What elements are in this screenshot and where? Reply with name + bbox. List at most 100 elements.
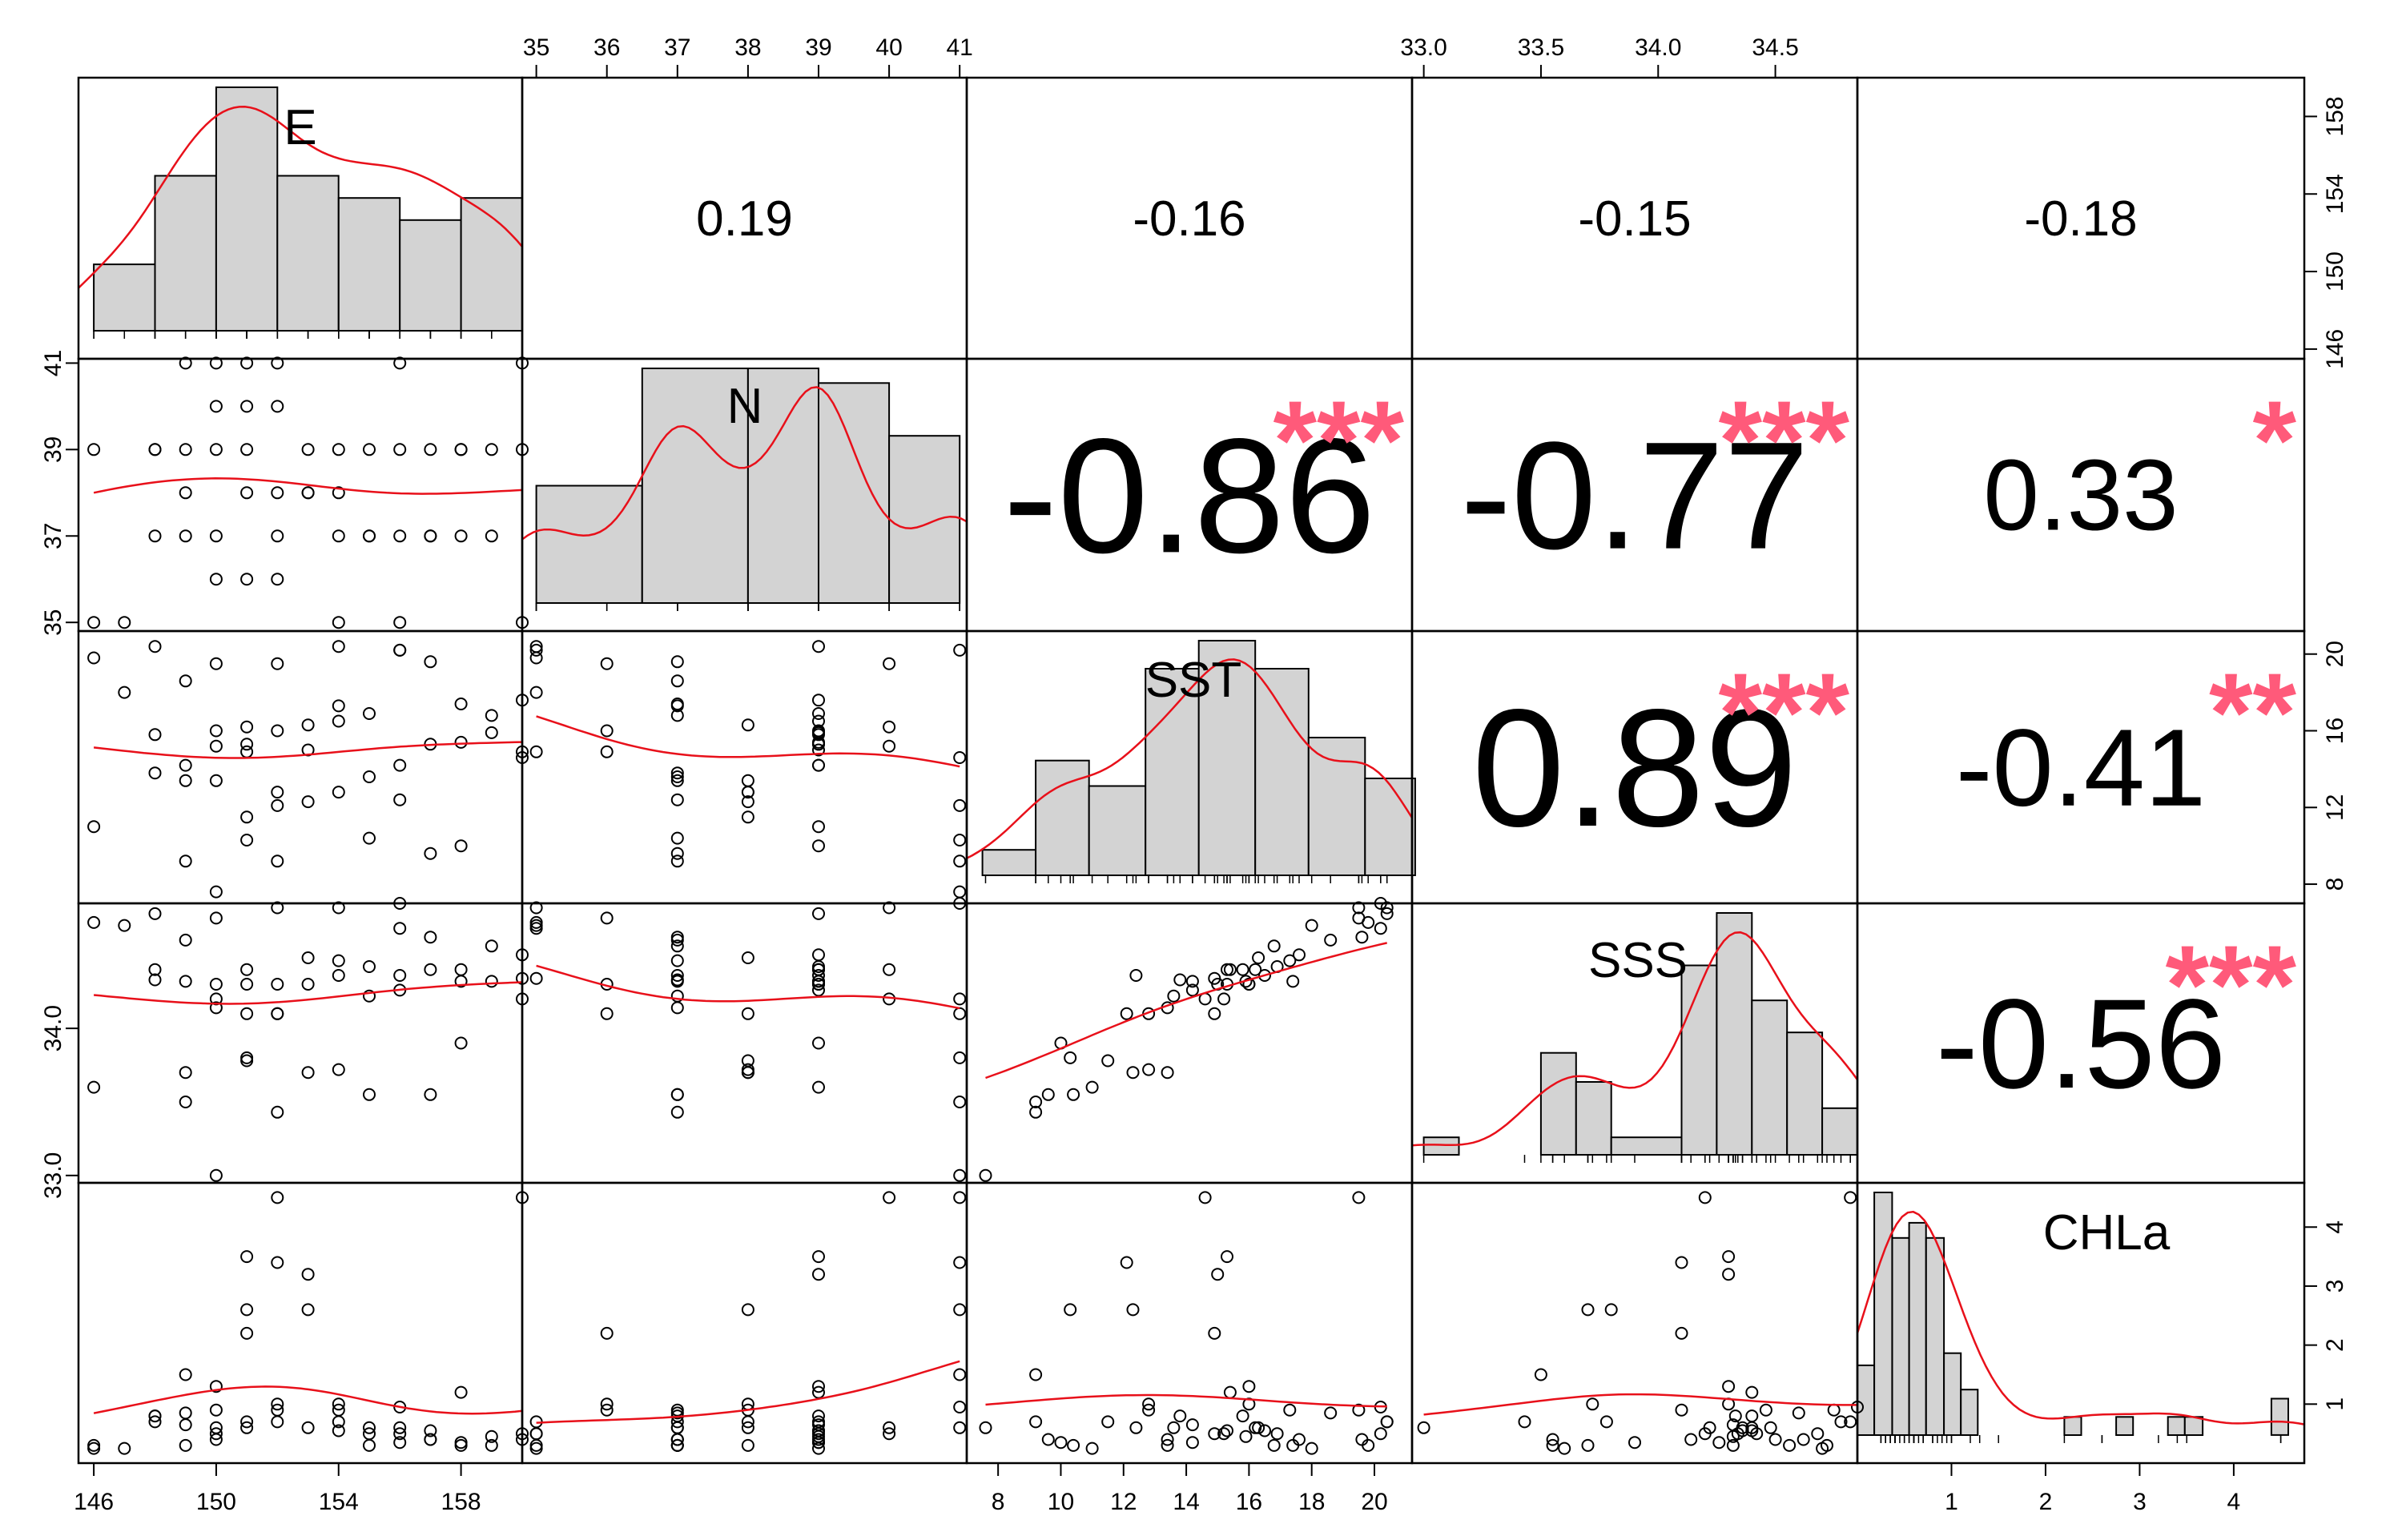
histogram-bar-CHLa bbox=[1960, 1389, 1979, 1436]
data-point-E-SST bbox=[393, 643, 407, 657]
correlation-value: 0.89 bbox=[1472, 675, 1798, 862]
data-point-E-SSS bbox=[240, 963, 254, 976]
data-point-N-SSS bbox=[670, 1001, 684, 1015]
data-point-SSS-CHLa bbox=[1745, 1409, 1759, 1423]
data-point-SST-CHLa bbox=[1208, 1326, 1221, 1340]
data-point-E-CHLa bbox=[332, 1397, 345, 1411]
data-point-SST-CHLa bbox=[1064, 1303, 1077, 1317]
data-point-N-SST bbox=[953, 854, 967, 868]
data-point-E-SST bbox=[87, 651, 101, 665]
data-point-E-SSS bbox=[271, 1105, 284, 1119]
data-point-SST-CHLa bbox=[1198, 1191, 1212, 1204]
panel-frame bbox=[77, 357, 524, 633]
tick-label: 34.0 bbox=[1635, 34, 1681, 61]
histogram-bar-N bbox=[888, 435, 961, 605]
data-point-SST-CHLa bbox=[1305, 1441, 1318, 1455]
data-point-E-SST bbox=[363, 707, 376, 720]
data-point-SSS-CHLa bbox=[1546, 1433, 1559, 1446]
tick-label: 4 bbox=[2227, 1489, 2241, 1515]
data-point-SSS-CHLa bbox=[1586, 1397, 1599, 1411]
density-line-SSS bbox=[1411, 931, 1859, 1147]
data-point-E-N bbox=[393, 529, 407, 543]
data-point-SSS-CHLa bbox=[1797, 1433, 1810, 1446]
data-point-SST-CHLa bbox=[1067, 1438, 1080, 1452]
histogram-bar-SSS bbox=[1539, 1051, 1577, 1156]
data-point-E-N bbox=[485, 529, 498, 543]
data-point-SST-CHLa bbox=[1208, 1427, 1221, 1441]
histogram-bar-SST bbox=[1197, 640, 1257, 876]
data-point-N-CHLa bbox=[670, 1438, 684, 1452]
data-point-E-SSS bbox=[485, 939, 498, 953]
data-point-E-N bbox=[393, 356, 407, 370]
tick-label: 14 bbox=[1173, 1489, 1199, 1515]
data-point-N-SST bbox=[741, 795, 754, 809]
smoother-line-E-SST bbox=[93, 741, 523, 759]
data-point-SSS-CHLa bbox=[1834, 1415, 1848, 1429]
data-point-E-CHLa bbox=[148, 1415, 162, 1429]
data-point-E-SST bbox=[332, 699, 345, 713]
data-point-SSS-CHLa bbox=[1816, 1441, 1829, 1455]
variable-label-N: N bbox=[727, 379, 763, 434]
tick-label: 18 bbox=[1298, 1489, 1325, 1515]
correlation-value: -0.16 bbox=[1133, 191, 1245, 247]
data-point-N-SSS bbox=[812, 907, 825, 920]
panel-frame bbox=[521, 902, 968, 1184]
data-point-SST-SSS bbox=[1355, 931, 1369, 944]
data-point-SST-SSS bbox=[1305, 919, 1318, 932]
tick-label: 39 bbox=[40, 436, 66, 463]
histogram-bar-SST bbox=[1145, 668, 1200, 876]
data-point-SSS-CHLa bbox=[1581, 1438, 1595, 1452]
data-point-E-SSS bbox=[179, 1066, 192, 1080]
data-point-SST-CHLa bbox=[1283, 1403, 1297, 1417]
tick-label: 33.5 bbox=[1518, 34, 1564, 61]
data-point-N-SST bbox=[883, 657, 896, 670]
data-point-E-N bbox=[209, 529, 223, 543]
data-point-SST-CHLa bbox=[1380, 1415, 1394, 1429]
data-point-E-CHLa bbox=[393, 1436, 407, 1450]
data-point-E-N bbox=[393, 616, 407, 629]
data-point-E-CHLa bbox=[363, 1438, 376, 1452]
data-point-N-CHLa bbox=[883, 1421, 896, 1434]
data-point-SSS-CHLa bbox=[1726, 1438, 1740, 1452]
data-point-N-SST bbox=[741, 718, 754, 732]
data-point-N-SSS bbox=[812, 1036, 825, 1050]
data-point-N-SSS bbox=[600, 911, 614, 925]
data-point-SST-CHLa bbox=[1374, 1427, 1387, 1441]
data-point-E-N bbox=[209, 356, 223, 370]
tick-label: 36 bbox=[593, 34, 620, 61]
data-point-E-CHLa bbox=[271, 1397, 284, 1411]
data-point-N-SSS bbox=[812, 1080, 825, 1094]
tick-label: 20 bbox=[1361, 1489, 1387, 1515]
significance-stars: *** bbox=[1719, 649, 1850, 775]
data-point-N-SST bbox=[953, 885, 967, 899]
data-point-SST-SSS bbox=[1267, 939, 1281, 953]
data-point-SSS-CHLa bbox=[1703, 1421, 1716, 1434]
variable-label-E: E bbox=[284, 100, 316, 155]
data-point-N-CHLa bbox=[953, 1256, 967, 1269]
data-point-N-SSS bbox=[812, 969, 825, 982]
data-point-E-SSS bbox=[118, 919, 131, 932]
data-point-N-CHLa bbox=[812, 1436, 825, 1450]
histogram-bar-E bbox=[215, 86, 279, 332]
data-point-E-CHLa bbox=[363, 1421, 376, 1434]
data-point-E-N bbox=[301, 443, 315, 456]
data-point-SSS-CHLa bbox=[1581, 1303, 1595, 1317]
histogram-bar-E bbox=[93, 263, 156, 332]
data-point-N-SST bbox=[812, 820, 825, 834]
data-point-E-CHLa bbox=[301, 1421, 315, 1434]
data-point-E-CHLa bbox=[393, 1427, 407, 1441]
data-point-N-CHLa bbox=[953, 1421, 967, 1434]
data-point-SSS-CHLa bbox=[1518, 1415, 1531, 1429]
data-point-E-N bbox=[454, 443, 468, 456]
data-point-E-CHLa bbox=[179, 1418, 192, 1432]
data-point-E-N bbox=[87, 616, 101, 629]
data-point-SST-CHLa bbox=[1252, 1421, 1265, 1434]
data-point-SST-SSS bbox=[1374, 922, 1387, 935]
data-point-E-CHLa bbox=[301, 1303, 315, 1317]
significance-stars: ** bbox=[2209, 649, 2296, 775]
data-point-SST-SSS bbox=[1242, 978, 1256, 991]
data-point-SST-SSS bbox=[1221, 963, 1233, 976]
data-point-N-SST bbox=[529, 686, 543, 699]
data-point-E-N bbox=[271, 356, 284, 370]
